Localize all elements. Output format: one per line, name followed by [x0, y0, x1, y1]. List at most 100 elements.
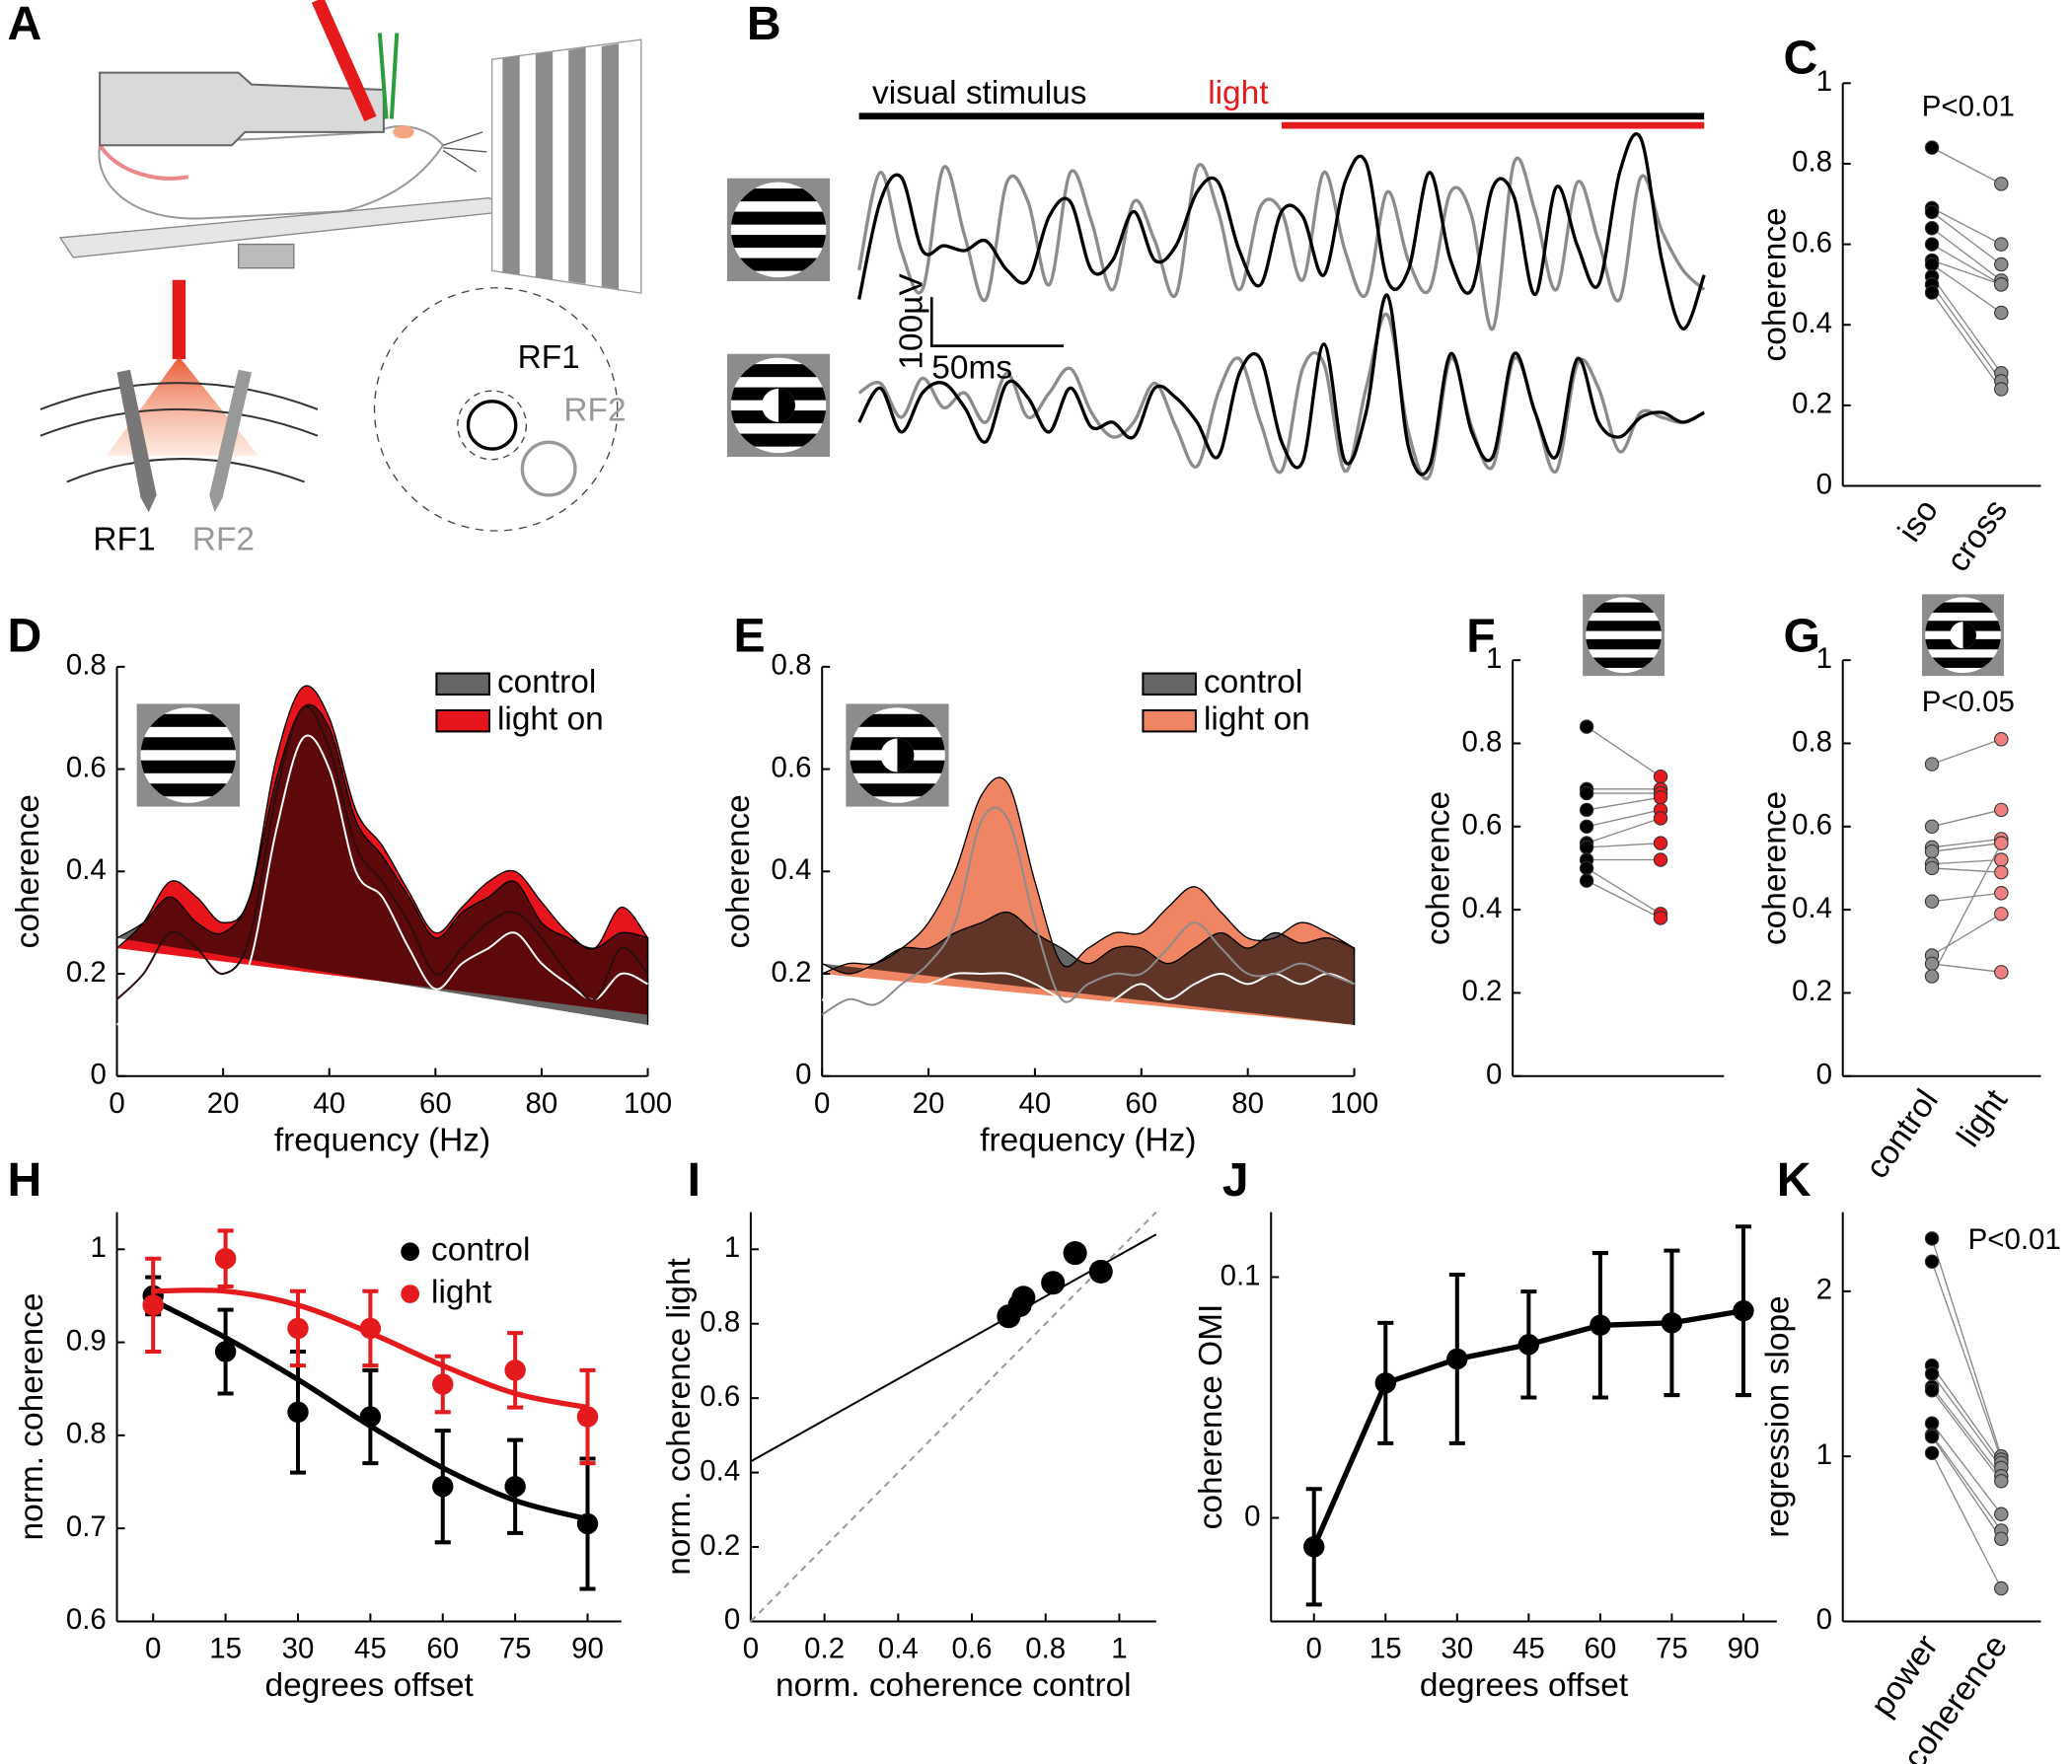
x-tick-label: 90	[1728, 1633, 1760, 1665]
fiber	[172, 279, 186, 360]
dot	[1579, 860, 1594, 876]
x-tick-label: 60	[419, 1087, 452, 1120]
x-tick-label: 0	[743, 1633, 759, 1665]
pair-link	[1931, 1434, 2002, 1531]
dot	[576, 1406, 599, 1428]
dot	[214, 1341, 237, 1362]
dot	[359, 1406, 382, 1428]
x-tick-label: 30	[1441, 1633, 1473, 1665]
dot	[1994, 1531, 2009, 1547]
legend-marker	[401, 1242, 420, 1262]
annotation: P<0.01	[1922, 91, 2015, 123]
y-tick-label: 1	[1486, 642, 1502, 675]
x-tick-label: 80	[526, 1087, 558, 1120]
electrodes	[377, 33, 400, 119]
dot	[1653, 769, 1668, 784]
dot	[1994, 836, 2009, 850]
dot	[1517, 1334, 1540, 1356]
dot	[1924, 221, 1940, 236]
dot	[1924, 819, 1940, 835]
panel-a-illustration: A RF1 RF2 RF1 RF2	[7, 0, 642, 558]
y-tick-label: 0	[1816, 1059, 1832, 1091]
stimulus-label: light	[1208, 75, 1269, 111]
dot	[287, 1317, 309, 1340]
y-tick-label: 0.8	[66, 1418, 107, 1450]
dot	[504, 1476, 526, 1498]
dot	[1924, 1429, 1940, 1444]
rf1	[466, 400, 518, 451]
pair-link	[1931, 1373, 2002, 1469]
legend-label: light	[431, 1274, 492, 1310]
x-tick-label: 1	[1111, 1633, 1127, 1665]
y-tick-label: 0.6	[772, 751, 812, 783]
x-tick-label: control	[1859, 1083, 1946, 1185]
pair-link	[1931, 963, 2002, 974]
pair-link	[1586, 867, 1662, 915]
mean-line	[115, 704, 649, 1001]
x-axis-label: norm. coherence control	[776, 1667, 1132, 1704]
mean-line	[821, 806, 1355, 1016]
dot	[1994, 886, 2009, 901]
dot	[1994, 1580, 2009, 1596]
y-tick-label: 0.6	[1792, 226, 1832, 258]
pair-link	[1931, 892, 2002, 903]
x-tick-label: 15	[209, 1633, 242, 1665]
trace	[857, 131, 1706, 331]
panel-label: E	[734, 610, 766, 663]
dot	[432, 1373, 454, 1395]
screen-grating	[502, 43, 620, 290]
legend-swatch	[435, 709, 490, 733]
y-tick-label: 0	[1486, 1059, 1502, 1091]
y-axis-label: coherence OMI	[1193, 1304, 1229, 1530]
dot	[1579, 840, 1594, 855]
x-tick-label: 15	[1369, 1633, 1402, 1665]
x-axis-label: frequency (Hz)	[274, 1122, 490, 1158]
pair-link	[1586, 809, 1662, 828]
legend-label: light on	[1204, 701, 1310, 738]
x-tick-label: 100	[1330, 1087, 1378, 1120]
probe-label: RF2	[192, 522, 255, 558]
probe	[116, 369, 157, 513]
pair-link	[1931, 1423, 2002, 1515]
dot	[1924, 237, 1940, 252]
x-tick-label: iso	[1891, 493, 1946, 549]
pair-link	[1931, 227, 2002, 281]
scale-label: 50ms	[931, 350, 1012, 387]
surround	[373, 287, 619, 532]
x-tick-label: 0	[814, 1087, 830, 1120]
dot	[1924, 1254, 1940, 1269]
dot	[1994, 732, 2009, 747]
pair-link	[1587, 842, 1662, 848]
y-axis-label: coherence	[1420, 791, 1456, 945]
dot	[1733, 1299, 1754, 1322]
y-axis-label: coherence	[720, 794, 757, 948]
dot	[1994, 257, 2009, 272]
dot	[1924, 257, 1940, 272]
stimulus-icon	[1583, 594, 1665, 676]
pair-link	[1931, 284, 2002, 382]
stimulus-icon	[1922, 594, 2004, 676]
y-tick-label: 0.4	[1461, 892, 1502, 924]
point	[1088, 1259, 1113, 1284]
annotation: P<0.01	[1968, 1223, 2061, 1256]
pair-link	[1931, 913, 2002, 957]
x-tick-label: 45	[1513, 1633, 1545, 1665]
pair-link	[1931, 244, 2002, 285]
y-tick-label: 0.4	[700, 1454, 740, 1487]
reference-line	[750, 1211, 1157, 1623]
y-tick-label: 1	[90, 1231, 106, 1264]
pair-link	[1931, 147, 2002, 184]
dot	[1653, 852, 1668, 867]
dot	[432, 1476, 454, 1498]
y-axis-label: norm. coherence light	[661, 1258, 698, 1576]
panel-label: C	[1783, 32, 1817, 85]
legend-marker	[401, 1285, 420, 1303]
x-tick-label: cross	[1940, 493, 2015, 579]
stimulus-label: visual stimulus	[872, 75, 1086, 111]
dot	[1579, 873, 1594, 888]
point	[1063, 1241, 1087, 1266]
dot	[1994, 237, 2009, 252]
dot	[1994, 382, 2009, 397]
y-tick-label: 0.8	[700, 1306, 740, 1339]
x-tick-label: 75	[499, 1633, 532, 1665]
